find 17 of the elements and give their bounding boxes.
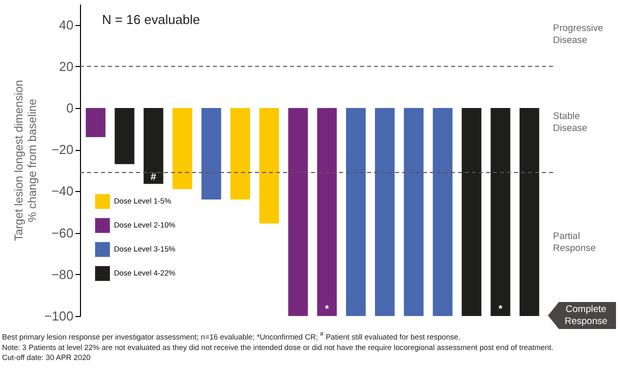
y-tick-label: 20 (59, 58, 74, 74)
annotation: Progressive Disease (553, 23, 604, 46)
y-tick-label: −40 (51, 184, 74, 199)
y-tick-label: −80 (51, 266, 74, 282)
annotation: N = 16 evaluable (102, 12, 200, 27)
y-tick-label: −100 (44, 308, 74, 324)
data-label: * (498, 304, 503, 315)
y-tick-label: 40 (59, 17, 74, 32)
y-tick-label: −20 (51, 142, 74, 158)
data-label: # (150, 172, 157, 183)
y-tick-label: −60 (51, 225, 74, 240)
y-axis-title: Target lesion longest dimension % change from baseline (14, 80, 40, 242)
data-label: * (325, 304, 330, 315)
y-tick-label: 0 (66, 100, 74, 116)
annotation: Partial Response (553, 231, 596, 254)
arrow-label: Complete Response (548, 302, 616, 329)
annotation: Stable Disease (553, 111, 588, 134)
